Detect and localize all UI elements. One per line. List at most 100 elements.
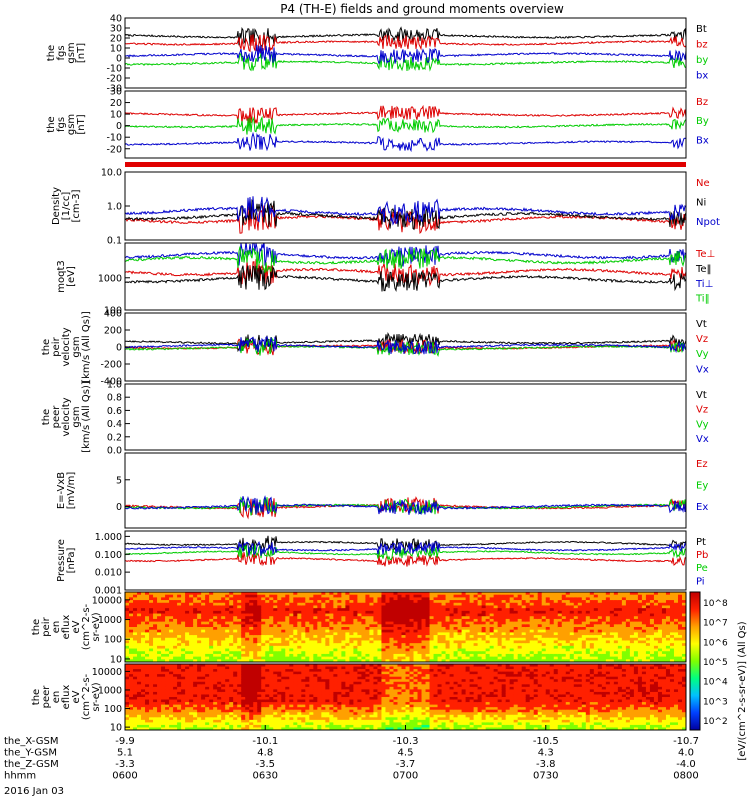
- heatmap-cell: [129, 600, 134, 604]
- heatmap-cell: [313, 613, 318, 617]
- heatmap-cell: [645, 645, 651, 650]
- heatmap-cell: [217, 666, 222, 670]
- heatmap-cell: [229, 645, 234, 650]
- heatmap-cell: [157, 719, 162, 723]
- heatmap-cell: [129, 702, 134, 706]
- heatmap-cell: [153, 592, 158, 596]
- heatmap-cell: [657, 651, 663, 655]
- heatmap-cell: [589, 627, 595, 631]
- heatmap-cell: [369, 635, 375, 639]
- heatmap-cell: [309, 605, 314, 609]
- heatmap-cell: [657, 616, 663, 620]
- heatmap-cell: [297, 666, 302, 670]
- heatmap-cell: [221, 635, 226, 639]
- heatmap-cell: [133, 640, 138, 644]
- heatmap-cell: [381, 592, 387, 596]
- heatmap-cell: [669, 635, 675, 639]
- heatmap-cell: [621, 653, 627, 658]
- heatmap-cell: [581, 659, 587, 662]
- heatmap-cell: [153, 686, 158, 690]
- heatmap-cell: [269, 674, 274, 678]
- heatmap-cell: [461, 632, 467, 636]
- heatmap-cell: [669, 648, 675, 652]
- heatmap-cell: [605, 637, 611, 642]
- heatmap-cell: [589, 616, 595, 620]
- heatmap-cell: [657, 602, 663, 607]
- heatmap-cell: [173, 691, 178, 696]
- heatmap-cell: [201, 640, 206, 644]
- heatmap-cell: [401, 608, 407, 612]
- heatmap-cell: [377, 643, 383, 647]
- heatmap-cell: [281, 719, 286, 723]
- heatmap-cell: [405, 629, 411, 633]
- heatmap-cell: [277, 656, 282, 660]
- heatmap-cell: [553, 648, 559, 652]
- heatmap-cell: [185, 697, 190, 701]
- heatmap-cell: [289, 691, 294, 696]
- y-tick-label: -400: [100, 377, 122, 388]
- heatmap-cell: [509, 632, 515, 636]
- heatmap-cell: [145, 627, 150, 631]
- heatmap-cell: [465, 635, 471, 639]
- heatmap-cell: [253, 610, 258, 615]
- heatmap-cell: [441, 616, 447, 620]
- heatmap-cell: [281, 605, 286, 609]
- heatmap-cell: [181, 669, 186, 673]
- heatmap-cell: [529, 602, 535, 607]
- heatmap-cell: [157, 605, 162, 609]
- heatmap-cell: [617, 624, 623, 628]
- heatmap-cell: [361, 632, 367, 636]
- heatmap-cell: [649, 597, 655, 601]
- heatmap-cell: [177, 686, 182, 690]
- heatmap-cell: [181, 712, 186, 716]
- heatmap-cell: [125, 653, 130, 658]
- heatmap-cell: [521, 643, 527, 647]
- heatmap-cell: [237, 707, 242, 711]
- heatmap-cell: [349, 605, 355, 609]
- y-tick-label: 10.0: [101, 168, 122, 179]
- heatmap-cell: [201, 602, 206, 607]
- heatmap-cell: [613, 592, 619, 596]
- heatmap-cell: [489, 600, 495, 604]
- heatmap-cell: [189, 712, 194, 716]
- heatmap-cell: [325, 608, 330, 612]
- heatmap-cell: [237, 722, 242, 726]
- heatmap-cell: [325, 597, 330, 601]
- heatmap-cell: [321, 659, 326, 662]
- heatmap-cell: [461, 637, 467, 642]
- heatmap-cell: [273, 676, 278, 680]
- heatmap-cell: [673, 656, 679, 660]
- heatmap-cell: [269, 699, 274, 703]
- heatmap-cell: [497, 616, 503, 620]
- heatmap-cell: [429, 632, 435, 636]
- heatmap-cell: [325, 656, 330, 660]
- heatmap-cell: [241, 681, 246, 685]
- heatmap-cell: [429, 635, 435, 639]
- heatmap-cell: [125, 610, 130, 615]
- heatmap-cell: [309, 600, 314, 604]
- heatmap-cell: [165, 624, 170, 628]
- heatmap-cell: [213, 719, 218, 723]
- heatmap-cell: [265, 691, 270, 696]
- heatmap-cell: [245, 679, 250, 683]
- heatmap-cell: [441, 618, 447, 623]
- heatmap-cell: [641, 621, 647, 625]
- heatmap-cell: [133, 719, 138, 723]
- heatmap-cell: [273, 697, 278, 701]
- plot-title: P4 (TH-E) fields and ground moments over…: [280, 2, 564, 16]
- heatmap-cell: [189, 618, 194, 623]
- heatmap-cell: [345, 605, 350, 609]
- heatmap-cell: [321, 624, 326, 628]
- heatmap-cell: [305, 645, 310, 650]
- heatmap-cell: [453, 651, 459, 655]
- heatmap-cell: [589, 656, 595, 660]
- heatmap-cell: [253, 676, 258, 680]
- heatmap-cell: [433, 659, 439, 662]
- heatmap-cell: [129, 608, 134, 612]
- heatmap-cell: [369, 600, 375, 604]
- heatmap-cell: [357, 640, 363, 644]
- heatmap-cell: [245, 659, 250, 662]
- heatmap-cell: [553, 594, 559, 598]
- heatmap-cell: [357, 627, 363, 631]
- heatmap-cell: [229, 669, 234, 673]
